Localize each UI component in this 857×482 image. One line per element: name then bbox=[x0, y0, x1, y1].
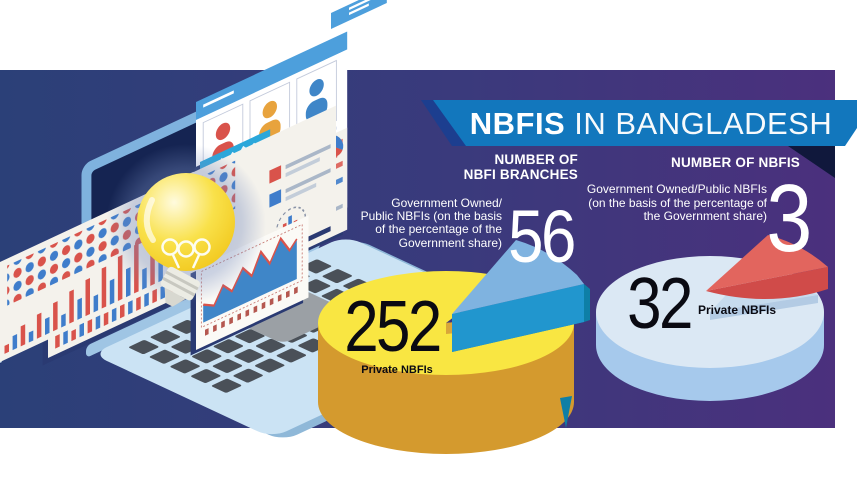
banner-fold bbox=[788, 146, 835, 178]
area-chart bbox=[203, 238, 297, 323]
light-bulb-icon bbox=[106, 144, 266, 307]
tick-labels bbox=[205, 286, 298, 336]
pie-branches bbox=[318, 240, 590, 454]
nbfis-heading: NUMBER OF NBFIS bbox=[671, 155, 800, 170]
bulb-base bbox=[160, 266, 200, 307]
branches-private-label: Private NBFIs bbox=[361, 364, 433, 376]
slice-government-branches bbox=[452, 240, 590, 352]
branches-private-value: 252 bbox=[344, 287, 442, 367]
nbfis-gov-value: 3 bbox=[766, 165, 812, 272]
branches-heading: NUMBER OF NBFI BRANCHES bbox=[463, 152, 578, 182]
page-title: NBFIS IN BANGLADESH bbox=[452, 102, 850, 146]
slice-government-nbfis bbox=[706, 235, 828, 300]
nbfis-private-label: Private NBFIs bbox=[698, 303, 777, 317]
title-banner bbox=[421, 100, 857, 178]
area-chart-panel bbox=[190, 215, 309, 356]
page-title-bold: NBFIS bbox=[469, 106, 566, 141]
branches-gov-value: 56 bbox=[508, 195, 576, 278]
branches-gov-label: Government Owned/ Public NBFIs (on the b… bbox=[360, 196, 502, 250]
nbfis-gov-label: Government Owned/Public NBFIs (on the ba… bbox=[586, 182, 767, 223]
pie-nbfis bbox=[596, 235, 828, 401]
nbfis-private-value: 32 bbox=[627, 264, 693, 344]
page-title-rest: IN BANGLADESH bbox=[574, 106, 833, 141]
